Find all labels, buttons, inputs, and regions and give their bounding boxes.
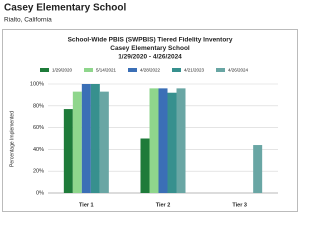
legend-label: 4/26/2024 <box>228 68 249 73</box>
legend-swatch <box>216 68 225 72</box>
legend-swatch <box>128 68 137 72</box>
y-tick-label: 80% <box>33 103 44 109</box>
page: {"header": {"title": "Casey Elementary S… <box>2 2 298 212</box>
screen: Casey Elementary School Rialto, Californ… <box>2 3 298 212</box>
legend-label: 4/21/2023 <box>184 68 205 73</box>
x-tick-label: Tier 3 <box>232 202 247 208</box>
legend-label: 1/29/2020 <box>52 68 73 73</box>
bar <box>149 88 159 193</box>
y-tick-label: 0% <box>36 190 44 196</box>
bar <box>176 88 186 193</box>
bar <box>140 138 150 193</box>
bar <box>158 88 168 193</box>
x-tick-label: Tier 1 <box>79 202 94 208</box>
bar <box>90 84 100 193</box>
legend-label: 4/28/2022 <box>140 68 161 73</box>
legend-label: 5/14/2021 <box>96 68 117 73</box>
legend-swatch <box>172 68 181 72</box>
y-tick-label: 100% <box>30 81 44 87</box>
chart-date-range: 1/29/2020 - 4/26/2024 <box>118 54 182 61</box>
bar <box>253 145 263 193</box>
legend-swatch <box>40 68 49 72</box>
y-tick-label: 60% <box>33 125 44 131</box>
bar <box>63 109 73 193</box>
bar <box>99 91 109 193</box>
y-tick-label: 40% <box>33 147 44 153</box>
y-tick-label: 20% <box>33 169 44 175</box>
bar <box>81 84 91 193</box>
school-name: Casey Elementary School <box>4 3 126 14</box>
chart-title: School-Wide PBIS (SWPBIS) Tiered Fidelit… <box>68 37 233 44</box>
legend-swatch <box>84 68 93 72</box>
x-tick-label: Tier 2 <box>156 202 171 208</box>
school-location: Rialto, California <box>4 17 52 24</box>
bar <box>72 91 82 193</box>
y-axis-label: Percentage Implemented <box>9 111 15 167</box>
bar <box>167 92 177 193</box>
chart-subtitle: Casey Elementary School <box>110 45 190 52</box>
